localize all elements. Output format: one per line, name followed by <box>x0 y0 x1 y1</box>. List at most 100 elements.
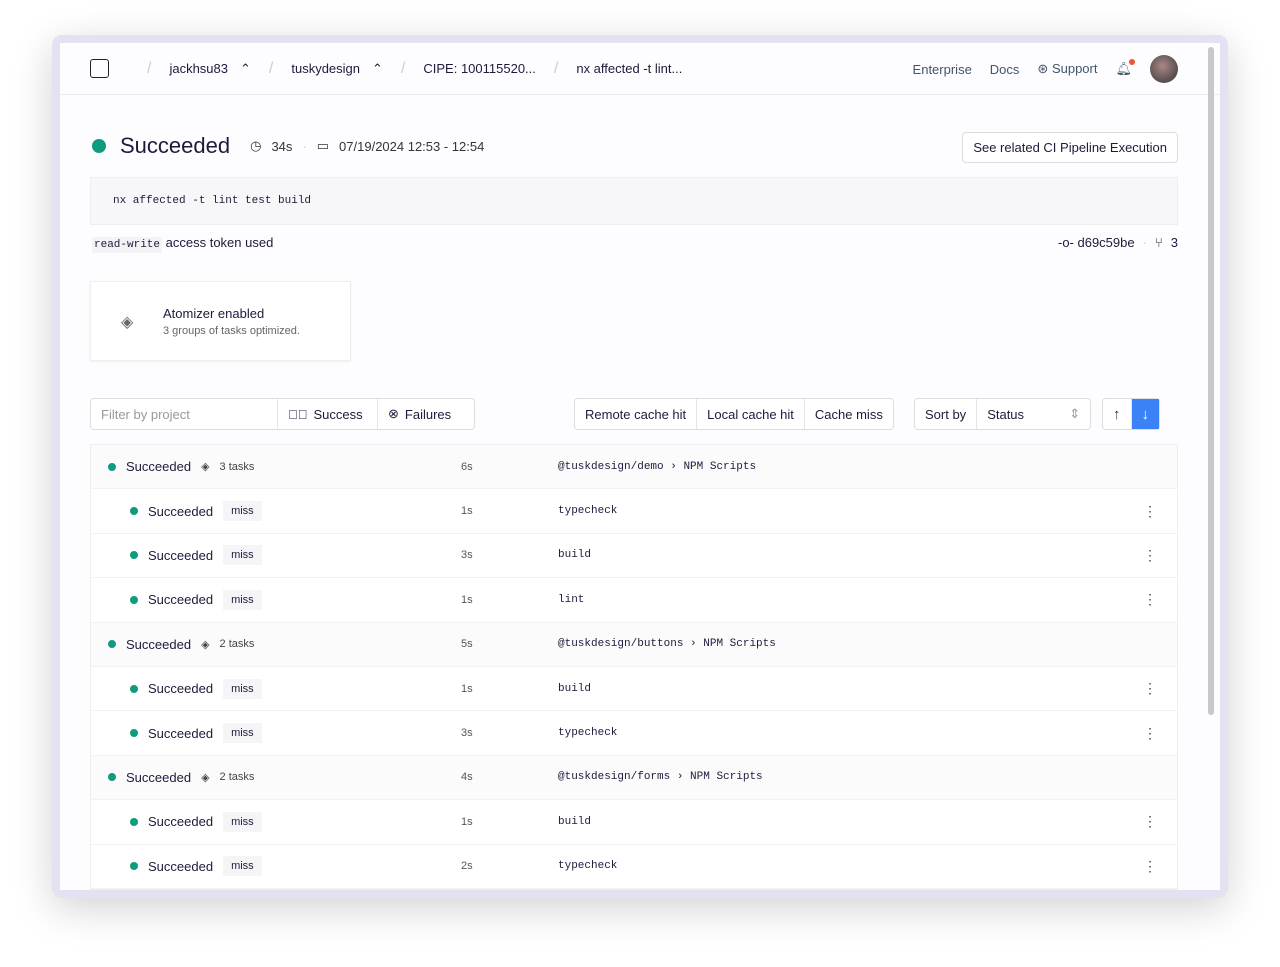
status-dot <box>130 551 138 560</box>
commit-info: -o- d69c59be · ⑂ 3 <box>1058 235 1178 250</box>
task-table: Succeeded ◈ 3 tasks 6s @tuskdesign/demo › NP… <box>90 444 1178 890</box>
cache-badge: miss <box>223 501 262 522</box>
breadcrumb-run[interactable]: nx affected -t lint... <box>576 61 683 76</box>
task-row[interactable]: Succeeded miss 3s typecheck ⋮ <box>91 711 1177 756</box>
breadcrumb-label: tuskydesign <box>291 61 361 76</box>
success-filter[interactable]: ✓⃝ Success <box>278 399 378 429</box>
status-cell: Succeeded miss <box>91 723 461 744</box>
task-row[interactable]: Succeeded miss 3s build ⋮ <box>91 534 1177 579</box>
task-row[interactable]: Succeeded miss 1s lint ⋮ <box>91 578 1177 623</box>
target-name: build <box>558 549 592 562</box>
more-options-icon[interactable]: ⋮ <box>1143 680 1157 697</box>
status-dot <box>130 507 138 516</box>
task-count: 3 tasks <box>219 460 255 473</box>
support-link[interactable]: ⊛ Support <box>1037 61 1097 77</box>
target-cell: build <box>558 683 1177 695</box>
more-options-icon[interactable]: ⋮ <box>1143 857 1157 874</box>
scrollbar[interactable] <box>1208 47 1214 715</box>
bell-icon[interactable]: 🔔︎ <box>1115 59 1135 76</box>
more-options-icon[interactable]: ⋮ <box>1143 724 1157 741</box>
status-text: Succeeded <box>148 725 214 741</box>
more-options-icon[interactable]: ⋮ <box>1143 591 1157 608</box>
chevron-right-icon: › <box>670 460 677 473</box>
local-cache-filter[interactable]: Local cache hit <box>697 399 805 429</box>
status-text: Succeeded <box>148 503 214 519</box>
token-type: read-write <box>92 237 163 253</box>
breadcrumb-workspace[interactable]: tuskydesign ⌃ <box>291 61 383 77</box>
duration: 1s <box>461 593 473 606</box>
breadcrumb-cipe[interactable]: CIPE: 100115520... <box>423 61 536 76</box>
status-dot <box>130 729 138 738</box>
failures-filter[interactable]: ⊗ Failures <box>378 399 474 429</box>
chevron-right-icon: › <box>676 771 684 784</box>
token-info: read-write access token used <box>92 235 273 253</box>
success-label: Success <box>313 406 363 422</box>
atomizer-title: Atomizer enabled <box>163 306 265 321</box>
status-cell: Succeeded miss <box>91 678 461 699</box>
cache-filter: Remote cache hit Local cache hit Cache m… <box>574 398 894 430</box>
target-name: NPM Scripts <box>703 638 776 651</box>
more-options-icon[interactable]: ⋮ <box>1143 813 1157 830</box>
status-dot <box>130 595 138 604</box>
target-name: NPM Scripts <box>683 460 757 473</box>
sort-ascending-button[interactable]: ↑ <box>1103 399 1132 429</box>
enterprise-link[interactable]: Enterprise <box>912 61 972 77</box>
docs-link[interactable]: Docs <box>989 61 1020 77</box>
breadcrumb-org[interactable]: jackhsu83 ⌃ <box>169 61 250 77</box>
status-text: Succeeded <box>126 636 192 652</box>
status-dot <box>108 640 116 649</box>
atomizer-subtitle: 3 groups of tasks optimized. <box>163 325 300 337</box>
task-row[interactable]: Succeeded miss 1s build ⋮ <box>91 800 1177 845</box>
duration: 1s <box>461 505 473 518</box>
status-cell: Succeeded ◈ 2 tasks <box>91 770 461 785</box>
status-cell: Succeeded miss <box>91 501 461 522</box>
avatar[interactable] <box>1150 55 1178 83</box>
task-group-row[interactable]: Succeeded ◈ 3 tasks 6s @tuskdesign/demo › NP… <box>91 445 1177 490</box>
task-group-row[interactable]: Succeeded ◈ 2 tasks 5s @tuskdesign/buttons ›… <box>91 622 1177 667</box>
top-nav: / jackhsu83 ⌃ / tuskydesign ⌃ / CIPE: 1001… <box>60 43 1220 95</box>
target-name: NPM Scripts <box>690 771 763 784</box>
target-name: typecheck <box>558 505 618 518</box>
branch-count: 3 <box>1170 235 1178 250</box>
related-cipe-button[interactable]: See related CI Pipeline Execution <box>962 132 1178 163</box>
status-text: Succeeded <box>148 858 214 874</box>
target-cell: @tuskdesign/forms › NPM Scripts <box>558 771 1177 783</box>
project-filter-input[interactable]: Filter by project <box>91 399 278 429</box>
duration: 2s <box>461 860 473 873</box>
support-label: Support <box>1051 61 1098 76</box>
status-cell: Succeeded ◈ 2 tasks <box>91 637 461 652</box>
branch-icon: ⑂ <box>1154 235 1163 250</box>
status-dot <box>108 773 116 782</box>
target-name: lint <box>558 593 585 606</box>
layers-icon: ◈ <box>201 461 210 474</box>
commit-icon: -o- <box>1057 235 1078 250</box>
sort-select[interactable]: Status ⇕ <box>977 399 1090 429</box>
task-row[interactable]: Succeeded miss 1s typecheck ⋮ <box>91 489 1177 534</box>
task-group-row[interactable]: Succeeded ◈ 2 tasks 4s @tuskdesign/forms › N… <box>91 755 1177 801</box>
target-cell: typecheck <box>558 727 1177 739</box>
target-cell: build <box>558 549 1177 561</box>
remote-cache-filter[interactable]: Remote cache hit <box>575 399 698 429</box>
more-options-icon[interactable]: ⋮ <box>1143 546 1157 563</box>
cache-badge: miss <box>223 678 262 699</box>
more-options-icon[interactable]: ⋮ <box>1143 502 1157 519</box>
status-filter: Filter by project ✓⃝ Success ⊗ Failures <box>90 398 475 430</box>
duration: 4s <box>461 771 473 784</box>
divider: / <box>268 59 274 77</box>
status-dot <box>130 862 138 871</box>
breadcrumb-label: jackhsu83 <box>169 61 228 76</box>
logo-icon[interactable] <box>90 59 109 78</box>
target-cell: @tuskdesign/demo › NPM Scripts <box>558 461 1177 473</box>
commit-link[interactable]: -o- d69c59be <box>1058 235 1135 250</box>
sort-control: Sort by Status ⇕ <box>914 398 1092 430</box>
check-circle-icon: ✓⃝ <box>288 406 308 422</box>
task-count: 2 tasks <box>219 771 255 784</box>
cache-badge: miss <box>223 856 262 877</box>
task-row[interactable]: Succeeded miss 2s typecheck ⋮ <box>91 845 1177 889</box>
layers-icon: ◈ <box>121 314 134 331</box>
duration: 3s <box>461 549 473 562</box>
task-row[interactable]: Succeeded miss 1s build ⋮ <box>91 667 1177 712</box>
cache-miss-filter[interactable]: Cache miss <box>814 406 883 422</box>
sort-descending-button[interactable]: ↓ <box>1131 399 1159 429</box>
x-circle-icon: ⊗ <box>388 406 399 421</box>
